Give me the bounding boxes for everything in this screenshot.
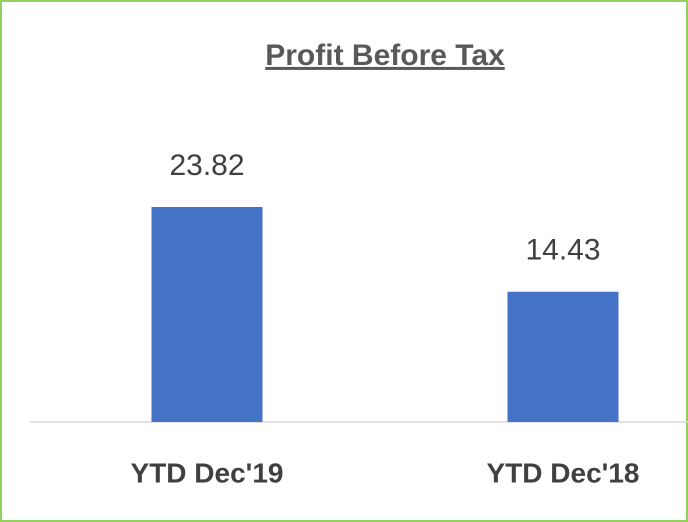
x-tick-label: YTD Dec'19 [131,457,284,488]
x-tick-label: YTD Dec'18 [487,457,640,488]
chart-title: Profit Before Tax [265,39,505,72]
bar [507,291,619,422]
bar [151,207,263,422]
data-label: 14.43 [525,234,600,267]
data-label: 23.82 [169,149,244,182]
